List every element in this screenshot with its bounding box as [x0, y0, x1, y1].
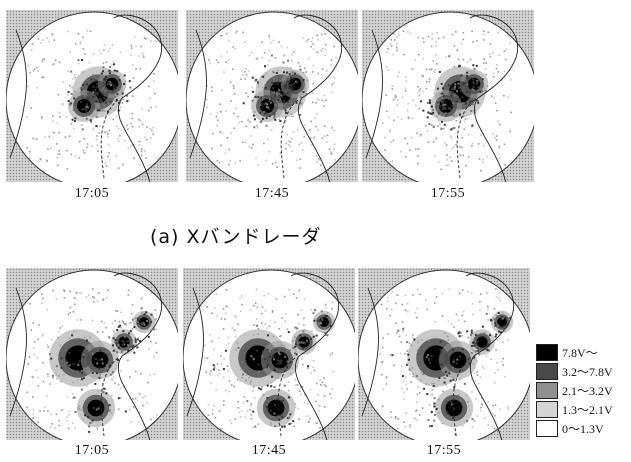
legend-swatch [536, 420, 558, 437]
legend-row: 7.8V～ [534, 343, 631, 362]
legend-label: 1.3～2.1V [562, 403, 613, 417]
time-label-a1: 17:05 [74, 186, 110, 201]
legend-row: 3.2～7.8V [534, 362, 631, 381]
coastline [361, 287, 379, 417]
radar-panel-b1 [6, 268, 178, 440]
coastline [113, 272, 163, 440]
radar-panel-a1 [6, 10, 178, 182]
coastline [456, 99, 475, 179]
legend-swatch [536, 401, 558, 418]
legend-label: 0～1.3V [562, 422, 604, 436]
coastline [100, 357, 119, 437]
coastline [9, 29, 27, 159]
coastline [465, 272, 515, 440]
radar-map [6, 11, 178, 182]
coastline [277, 357, 296, 437]
coastline [189, 29, 207, 159]
legend-row: 2.1～3.2V [534, 381, 631, 400]
legend-swatch [536, 344, 558, 361]
radar-map [358, 269, 530, 440]
coastline [9, 287, 27, 417]
time-label-a2: 17:45 [254, 186, 290, 201]
coastline [290, 272, 340, 440]
legend-label: 7.8V～ [562, 346, 598, 360]
legend-label: 3.2～7.8V [562, 365, 613, 379]
time-label-a3: 17:55 [430, 186, 466, 201]
radar-map [362, 11, 534, 182]
coastline [293, 14, 343, 182]
legend-swatch [536, 382, 558, 399]
coastline [469, 14, 519, 182]
radar-panel-b3 [358, 268, 530, 440]
legend-label: 2.1～3.2V [562, 384, 613, 398]
coastline [280, 99, 299, 179]
coastline [452, 357, 471, 437]
time-label-b3: 17:55 [426, 443, 462, 458]
time-label-b2: 17:45 [251, 443, 287, 458]
coastline [100, 99, 119, 179]
time-label-b1: 17:05 [74, 443, 110, 458]
coastline [365, 29, 383, 159]
legend-swatch [536, 363, 558, 380]
radar-panel-b2 [183, 268, 355, 440]
radar-panel-a2 [186, 10, 358, 182]
caption-x-band-radar: (a) Xバンドレーダ [150, 226, 322, 248]
radar-map [183, 269, 355, 440]
legend-row: 1.3～2.1V [534, 400, 631, 419]
radar-map [6, 269, 178, 440]
coastline [113, 14, 163, 182]
coastline [186, 287, 204, 417]
radar-map [186, 11, 358, 182]
radar-panel-a3 [362, 10, 534, 182]
legend-row: 0～1.3V [534, 419, 631, 438]
